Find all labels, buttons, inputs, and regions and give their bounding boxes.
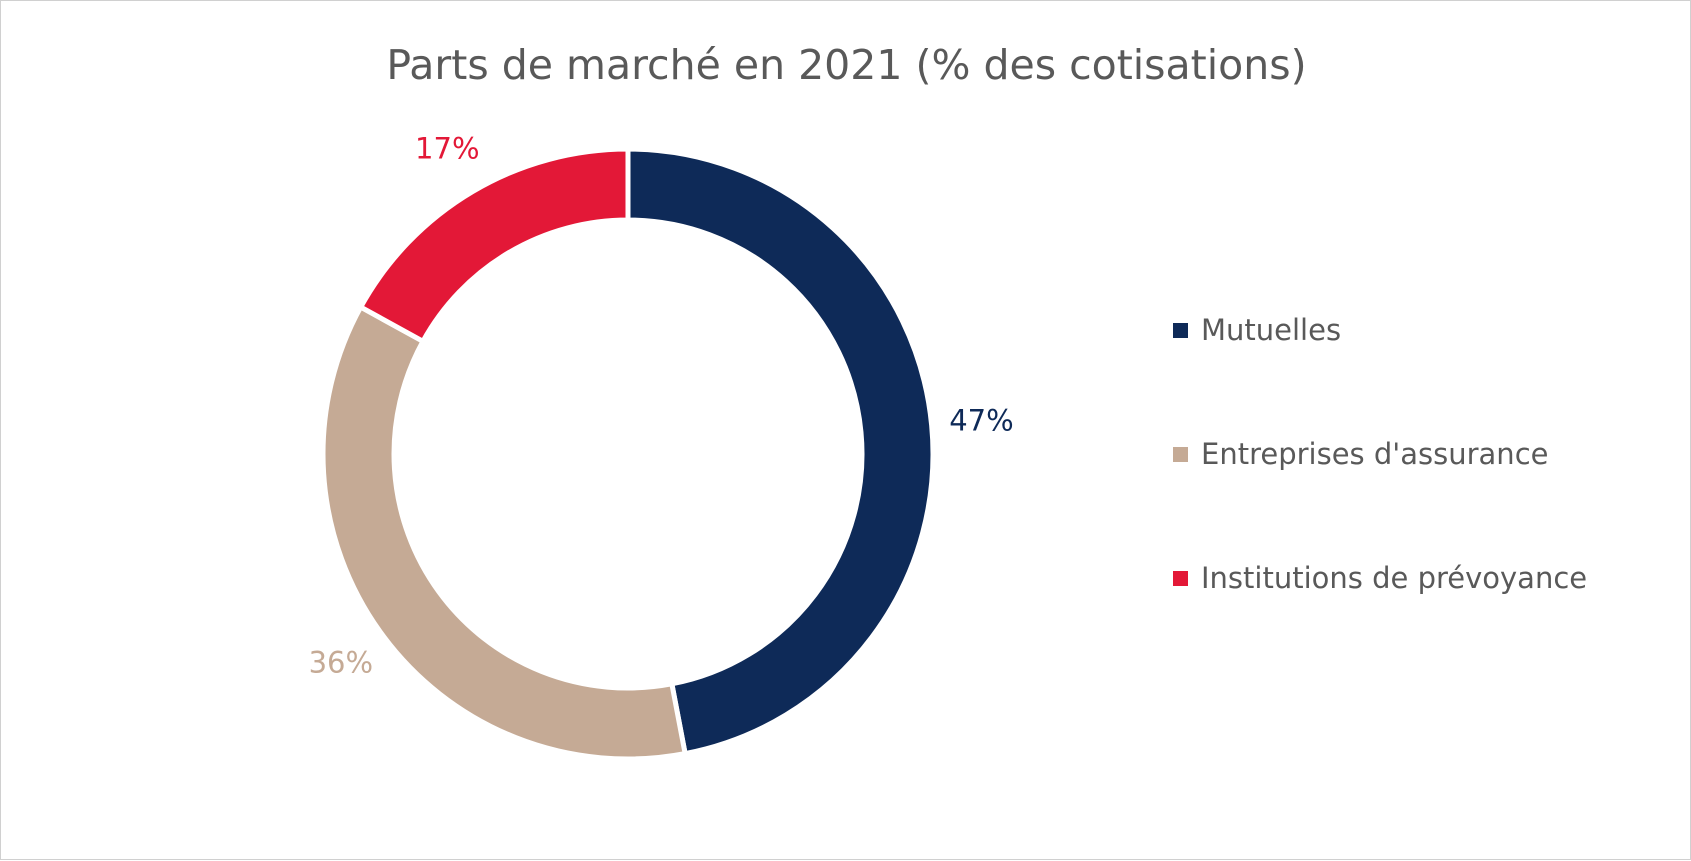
legend-swatch-icon: [1173, 570, 1188, 586]
legend-label: Entreprises d'assurance: [1201, 437, 1549, 471]
data-label-mutuelles: 47%: [949, 404, 1013, 438]
slice-entreprises: [320, 303, 689, 762]
legend-item-mutuelles: Mutuelles: [1173, 313, 1341, 347]
legend-item-institutions: Institutions de prévoyance: [1173, 561, 1587, 595]
legend-label: Mutuelles: [1201, 313, 1342, 347]
data-label-entreprises: 36%: [309, 646, 373, 680]
legend-swatch-icon: [1173, 446, 1188, 462]
slice-mutuelles: [625, 146, 936, 757]
legend-label: Institutions de prévoyance: [1201, 561, 1588, 595]
legend-swatch-icon: [1173, 322, 1188, 338]
legend-item-entreprises: Entreprises d'assurance: [1173, 437, 1548, 471]
data-label-institutions: 17%: [415, 131, 479, 165]
slice-institutions: [357, 146, 631, 345]
chart-title: Parts de marché en 2021 (% des cotisatio…: [386, 41, 1307, 89]
